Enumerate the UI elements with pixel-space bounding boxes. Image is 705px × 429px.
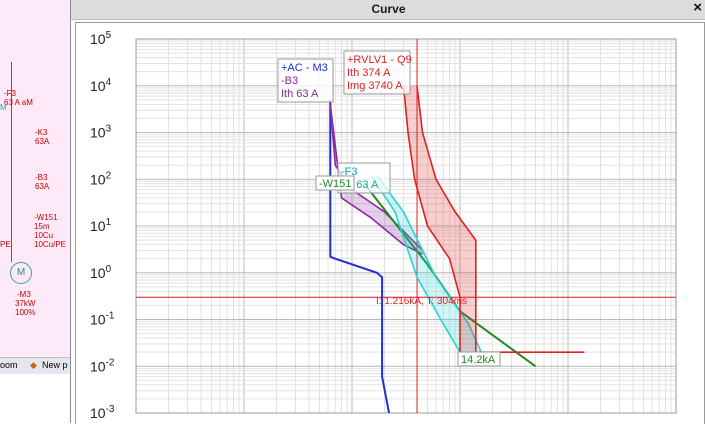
- series-4-band: [403, 85, 585, 353]
- chart-curves: [329, 85, 585, 414]
- annotation-q9-line: Img 3740 A: [347, 80, 403, 92]
- y-tick-label: 100: [90, 264, 112, 281]
- annotation-ac-m3-box: [277, 58, 334, 103]
- y-tick-label: 103: [90, 124, 112, 141]
- edge-letter-pe: PE: [0, 240, 11, 249]
- label-m3-power: 37kW: [15, 299, 36, 308]
- window-title: Curve: [371, 2, 406, 16]
- motor-symbol: M: [10, 262, 32, 284]
- series-3-lower-curve: [370, 175, 461, 353]
- y-tick-label: 101: [90, 217, 112, 234]
- annotation-q9-box: [343, 50, 411, 95]
- label-f3-rating: 63 A aM: [4, 98, 33, 107]
- annotation-q9-line: Ith 374 A: [347, 67, 391, 79]
- annotation-short-circuit-box: [457, 351, 501, 367]
- reference-lines: [136, 39, 676, 413]
- y-tick-exponent: -3: [106, 404, 115, 415]
- schematic-wire: [11, 62, 12, 262]
- curve-window: Curve × 105 104 103 102 101 100 10-1 10-2 10-3 +…: [70, 0, 705, 424]
- label-w151-pe: 10Cu/PE: [34, 240, 67, 249]
- label-w151-name: -W151: [34, 213, 58, 222]
- label-m3-load: 100%: [15, 308, 36, 317]
- y-tick-base: 10: [90, 312, 106, 328]
- y-tick-exponent: -2: [106, 357, 115, 368]
- label-m3-name: -M3: [17, 290, 31, 299]
- y-tick-label: 102: [90, 170, 112, 187]
- series-0-curve: [329, 99, 390, 414]
- title-bar[interactable]: Curve ×: [71, 0, 705, 20]
- zoom-tab[interactable]: oom: [0, 360, 18, 370]
- plot-border: [135, 38, 677, 414]
- y-tick-base: 10: [90, 125, 106, 141]
- close-icon[interactable]: ×: [693, 0, 702, 16]
- annotation-w151-text: -W151: [319, 178, 351, 190]
- y-tick-base: 10: [90, 171, 106, 187]
- annotation-ac-m3-line: Ith 63 A: [281, 88, 319, 100]
- y-tick-base: 10: [90, 31, 106, 47]
- label-w151-length: 15m: [34, 222, 50, 231]
- new-page-icon: ◆: [30, 360, 37, 370]
- y-tick-label: 10-2: [90, 357, 115, 374]
- y-tick-label: 105: [90, 30, 112, 47]
- y-tick-label: 10-3: [90, 404, 115, 421]
- label-k3-name: -K3: [35, 128, 48, 137]
- y-tick-label: 10-1: [90, 311, 115, 328]
- annotation-w151-box: [315, 175, 355, 191]
- annotation-short-circuit-text: 14.2kA: [461, 354, 496, 366]
- series-4-lower-curve: [402, 85, 461, 353]
- y-tick-exponent: 4: [106, 77, 112, 88]
- y-tick-exponent: 1: [106, 217, 112, 228]
- plot-frame: 105 104 103 102 101 100 10-1 10-2 10-3 +AC - M3-…: [75, 22, 705, 424]
- annotation-f3-line: -F3: [341, 166, 358, 178]
- lower-panel: [0, 374, 80, 423]
- edge-letter-m: M: [0, 103, 7, 112]
- taskbar: oom ◆ New p: [0, 357, 80, 374]
- y-tick-base: 10: [90, 358, 106, 374]
- label-k3-rating: 63A: [35, 137, 50, 146]
- y-tick-base: 10: [90, 78, 106, 94]
- y-tick-base: 10: [90, 265, 106, 281]
- label-f3-name: -F3: [4, 89, 16, 98]
- series-3-upper-curve: [376, 175, 489, 367]
- y-tick-exponent: 0: [106, 264, 112, 275]
- annotation-intersection: I: 1.216kA, T: 304ms: [376, 296, 467, 307]
- schematic-window: -F3 63 A aM M -K3 63A -B3 63A -W151 15m …: [0, 0, 80, 423]
- y-tick-exponent: 5: [106, 30, 112, 41]
- y-tick-base: 10: [90, 218, 106, 234]
- label-b3-name: -B3: [35, 173, 48, 182]
- label-b3-rating: 63A: [35, 182, 50, 191]
- annotation-short-circuit: 14.2kA: [457, 351, 501, 367]
- annotation-q9-line: +RVLV1 - Q9: [347, 54, 412, 66]
- series-3-band: [371, 175, 488, 367]
- y-tick-base: 10: [90, 405, 106, 421]
- label-w151-section: 10Cu: [34, 231, 54, 240]
- new-page-tab[interactable]: New p: [42, 360, 68, 370]
- y-tick-exponent: -1: [106, 311, 115, 322]
- y-tick-exponent: 3: [106, 124, 112, 135]
- y-tick-exponent: 2: [106, 170, 112, 181]
- y-tick-label: 104: [90, 77, 112, 94]
- annotation-w151: -W151: [315, 175, 355, 191]
- annotation-ac-m3-line: -B3: [281, 75, 298, 87]
- annotation-ac-m3-line: +AC - M3: [281, 62, 328, 74]
